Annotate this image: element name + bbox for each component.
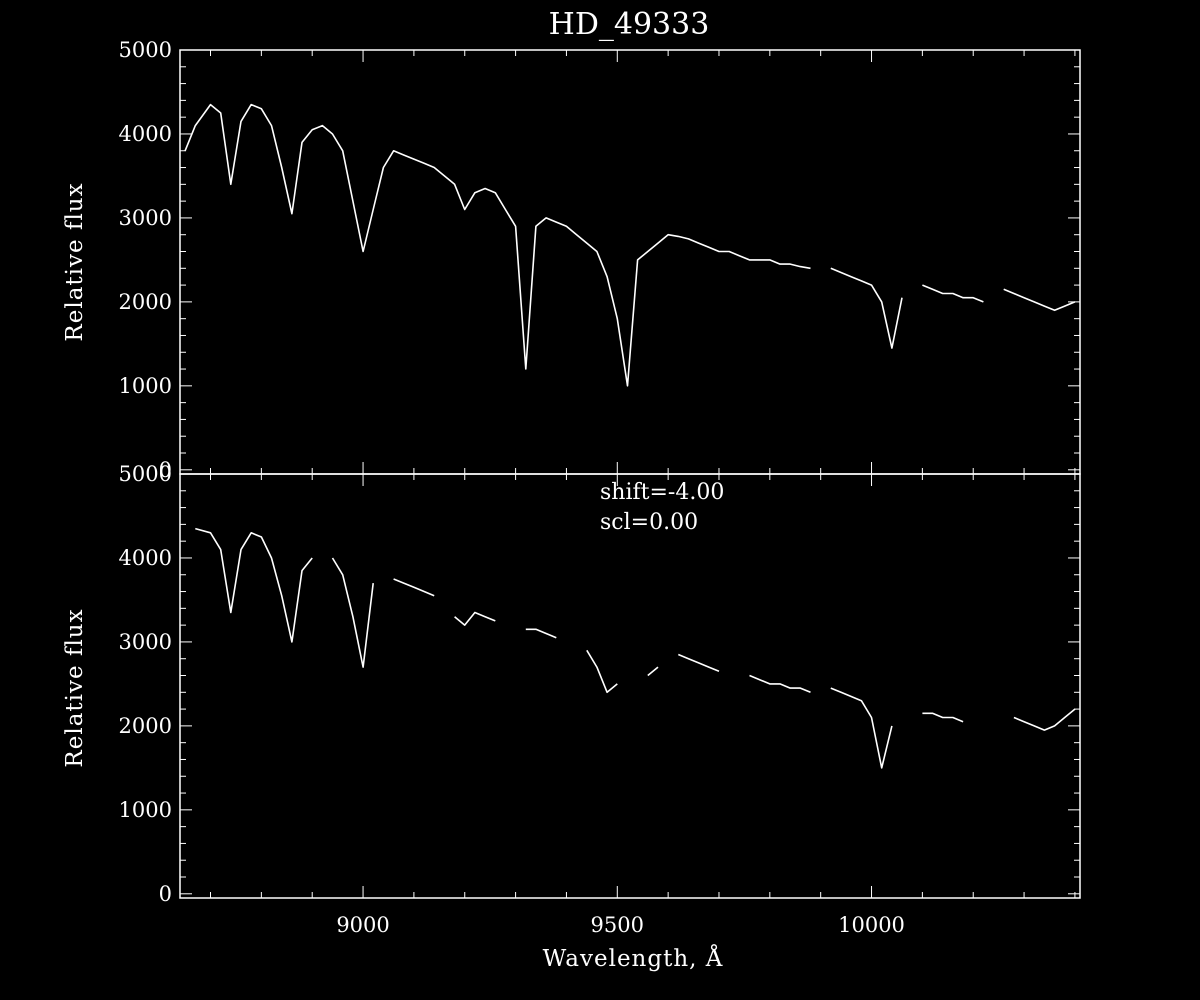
x-tick-label: 9000 [336, 913, 389, 937]
x-axis-title: Wavelength, Å [543, 944, 724, 972]
plot-frame-top [179, 49, 1081, 475]
y-tick-label-bottom: 0 [159, 882, 172, 906]
y-tick-label-top: 5000 [119, 38, 172, 62]
x-tick-label: 9500 [591, 913, 644, 937]
y-tick-label-bottom: 1000 [119, 798, 172, 822]
plot-frame-bottom [179, 473, 1081, 899]
panel-bottom: 0 1000 2000 3000 4000 5000 9000 9500 10000 [119, 462, 1081, 937]
panel-top: 0 1000 2000 3000 4000 5000 [119, 38, 1081, 482]
y-tick-label-top: 2000 [119, 290, 172, 314]
y-tick-label-top: 4000 [119, 122, 172, 146]
y-tick-label-top: 1000 [119, 374, 172, 398]
x-tick-label: 10000 [838, 913, 905, 937]
chart-title: HD_49333 [549, 7, 710, 42]
y-tick-label-top: 0 [159, 458, 172, 482]
y-tick-label-bottom: 4000 [119, 546, 172, 570]
y-tick-label-bottom: 2000 [119, 714, 172, 738]
annotation-scl: scl=0.00 [600, 510, 698, 535]
y-tick-label-bottom: 5000 [119, 462, 172, 486]
y-tick-label-top: 3000 [119, 206, 172, 230]
y-tick-label-bottom: 3000 [119, 630, 172, 654]
annotation-shift: shift=-4.00 [600, 480, 724, 505]
spectrum-line-top [184, 103, 1076, 387]
spectrum-line-bottom [195, 527, 1076, 769]
y-axis-title-bottom: Relative flux [62, 608, 88, 767]
y-axis-title-top: Relative flux [62, 182, 88, 341]
